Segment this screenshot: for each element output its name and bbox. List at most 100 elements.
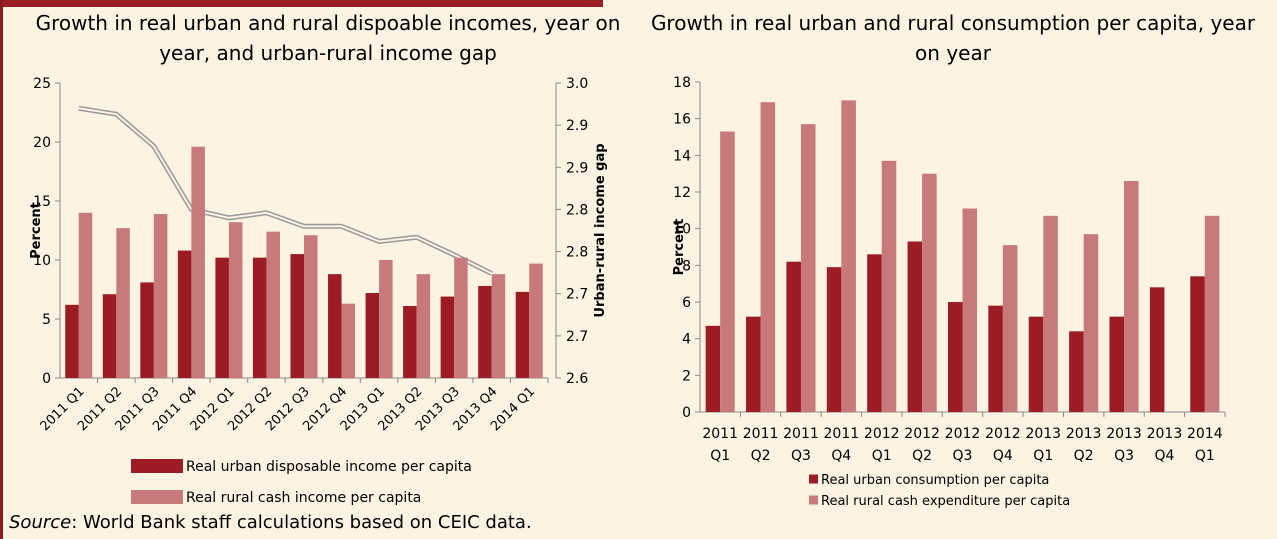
bar	[191, 146, 205, 378]
y-tick-label: 5	[42, 312, 51, 328]
legend-swatch	[809, 474, 818, 484]
y-tick-label: 10	[33, 253, 51, 269]
source-label: Source	[9, 512, 72, 533]
legend-label: Real rural cash expenditure per capita	[821, 494, 1070, 509]
y-tick-label: 20	[33, 135, 51, 151]
bar	[760, 102, 776, 413]
y2-tick-label: 2.6	[566, 371, 588, 387]
y2-tick-label: 2.8	[566, 245, 588, 261]
bar	[228, 222, 243, 378]
y-tick-label: 0	[42, 371, 51, 387]
x-tick-label: 2013 Q4	[1147, 426, 1183, 464]
y-axis-label: Percent	[672, 219, 687, 276]
bar	[1149, 287, 1165, 412]
x-tick-label: 2013 Q3	[1106, 426, 1142, 464]
bar	[78, 212, 93, 378]
bar	[988, 305, 1003, 412]
bar	[379, 260, 393, 378]
x-tick-label: 2011 Q1	[702, 426, 738, 464]
x-tick-label: 2012 Q1	[864, 426, 900, 464]
bar	[116, 228, 130, 378]
x-tick-label: 2012 Q4	[985, 426, 1021, 464]
line-series	[78, 105, 493, 276]
bar	[140, 282, 154, 378]
y-tick-label: 25	[33, 76, 51, 92]
legend-swatch	[131, 490, 183, 504]
source-text: : World Bank staff calculations based on…	[71, 512, 532, 533]
y2-tick-label: 2.8	[566, 202, 588, 218]
x-tick-label: 2013 Q2	[1066, 426, 1102, 464]
bar	[177, 250, 192, 378]
x-tick-label: 2012 Q3	[945, 426, 981, 464]
y-tick-label: 2	[682, 368, 691, 384]
bar	[1028, 316, 1044, 412]
bar	[478, 285, 492, 378]
chart-title: Growth in real urban and rural dispoable…	[35, 11, 621, 65]
bar	[529, 263, 543, 378]
y2-tick-label: 2.7	[566, 287, 588, 303]
bar	[440, 296, 455, 378]
bar	[515, 291, 530, 378]
y2-tick-label: 2.9	[566, 160, 588, 176]
bar	[1069, 331, 1084, 412]
y-tick-label: 0	[682, 405, 691, 421]
x-tick-label: 2013 Q1	[1025, 426, 1061, 464]
bar	[1124, 181, 1139, 412]
bar	[800, 124, 816, 413]
y2-tick-label: 2.9	[566, 118, 588, 134]
bar	[1190, 276, 1205, 412]
bar	[1043, 215, 1058, 412]
bar	[365, 293, 380, 378]
y2-tick-label: 3.0	[566, 76, 588, 92]
bar	[841, 100, 856, 412]
y-tick-label: 16	[673, 112, 691, 128]
bar	[881, 160, 897, 412]
x-tick-label: 2012 Q2	[904, 426, 940, 464]
x-tick-label: 2011 Q3	[783, 426, 819, 464]
y2-tick-label: 2.7	[566, 329, 588, 345]
legend-label: Real rural cash income per capita	[186, 490, 421, 506]
source-note: Source: World Bank staff calculations ba…	[9, 512, 532, 533]
bar	[1204, 215, 1220, 412]
bar	[403, 306, 417, 378]
legend-swatch	[131, 459, 183, 473]
x-tick-label: 2011 Q2	[743, 426, 779, 464]
bar	[907, 241, 923, 412]
charts: 0510152025Percent2.62.72.72.82.82.92.93.…	[29, 75, 1226, 509]
bar	[328, 274, 342, 378]
y-tick-label: 4	[682, 332, 691, 348]
x-tick-label: 2014 Q1	[1187, 426, 1223, 464]
legend-swatch	[809, 495, 818, 505]
y-tick-label: 14	[673, 148, 691, 164]
y2-axis-label: Urban-rural income gap	[593, 143, 608, 317]
bar	[1002, 245, 1018, 412]
bar	[826, 267, 842, 412]
bar	[1109, 316, 1125, 412]
bar	[962, 208, 978, 412]
bar	[705, 325, 721, 412]
bar	[341, 303, 356, 378]
bar	[266, 231, 280, 378]
bar	[867, 254, 882, 412]
bar	[491, 274, 506, 378]
bar	[1083, 234, 1099, 412]
chart-title: Growth in real urban and rural consumpti…	[650, 11, 1256, 65]
bar	[65, 304, 79, 378]
bar	[290, 254, 304, 378]
y-axis-label: Percent	[29, 202, 44, 259]
y-tick-label: 10	[673, 222, 691, 238]
bar	[252, 257, 267, 378]
bar	[304, 235, 318, 378]
bar	[746, 316, 761, 412]
bar	[215, 257, 229, 378]
header-bar	[3, 0, 603, 7]
y-tick-label: 12	[673, 185, 691, 201]
x-tick-label: 2011 Q4	[824, 426, 860, 464]
line-series-inner	[78, 107, 493, 275]
bar	[454, 257, 468, 378]
bar	[416, 274, 431, 378]
y-tick-label: 6	[682, 295, 691, 311]
bar	[720, 131, 735, 412]
bar	[786, 261, 801, 412]
